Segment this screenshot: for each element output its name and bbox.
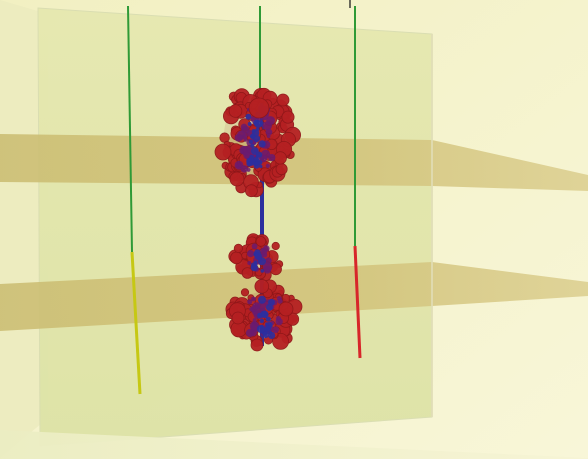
cluster-blob [251, 296, 256, 302]
cluster-blob [253, 260, 258, 265]
cluster-blob [272, 326, 280, 334]
cluster-blob [258, 257, 266, 266]
cluster-blob [259, 318, 264, 324]
cluster-blob [247, 157, 256, 166]
cluster-blob [241, 267, 254, 279]
cluster-blob [260, 269, 265, 273]
cluster-blob [250, 133, 256, 139]
cluster-blob [245, 113, 252, 120]
cluster-blob [240, 288, 250, 297]
cluster-blob [246, 167, 251, 172]
cluster-blob [254, 120, 263, 128]
cluster-blob [273, 151, 287, 165]
left-wire-green [127, 5, 133, 253]
cluster-blob [245, 328, 255, 338]
cluster-blob [250, 143, 255, 148]
cluster-blob [248, 139, 253, 144]
cluster-blob [265, 163, 270, 168]
cluster-blob [258, 295, 266, 304]
left-side-panel [0, 0, 48, 458]
cluster-blob [247, 250, 255, 258]
cluster-blob [247, 261, 252, 265]
cluster-blob [277, 298, 283, 304]
cluster-blob [243, 137, 248, 142]
cluster-blob [240, 165, 248, 173]
cluster-blob [231, 311, 245, 325]
upper-plane [0, 134, 588, 191]
cluster-blob [256, 151, 263, 158]
cluster-blob [260, 247, 266, 253]
cluster-blob [268, 331, 276, 339]
cluster-blob [254, 279, 270, 294]
cluster-blob [230, 251, 243, 265]
cluster-blob [250, 264, 258, 272]
cluster-blob [251, 243, 258, 250]
cluster-blob [275, 316, 281, 322]
cluster-blob [228, 104, 243, 118]
right-wire-red [353, 245, 362, 359]
cluster-blob [255, 236, 267, 247]
cluster-blob [214, 143, 232, 161]
cluster-blob [247, 122, 252, 126]
cluster-blob [236, 163, 242, 169]
lower-cluster [225, 279, 303, 352]
cluster-blob [240, 123, 248, 131]
cluster-blob [264, 325, 271, 332]
cluster-blob [251, 129, 256, 134]
cluster-blob [249, 154, 255, 160]
cluster-blob [268, 154, 276, 162]
cluster-blob [262, 262, 273, 272]
cluster-blob [248, 97, 270, 119]
cluster-blob [276, 93, 290, 107]
cluster-blob [261, 310, 269, 319]
cluster-blob [264, 257, 272, 265]
floor-strip [0, 430, 588, 459]
cluster-blob [259, 164, 263, 169]
cluster-blob [258, 140, 266, 148]
cluster-blob [255, 127, 260, 131]
cluster-blob [265, 316, 271, 322]
cluster-blob [275, 163, 288, 176]
cluster-blob [252, 318, 257, 323]
cluster-blob [237, 134, 244, 141]
cluster-blob [262, 331, 269, 338]
cluster-blob [271, 241, 280, 251]
cluster-blob [254, 161, 260, 166]
cluster-blob [233, 243, 243, 253]
cluster-blob [229, 171, 245, 187]
cluster-blob [265, 303, 273, 311]
cluster-blob [250, 338, 264, 352]
cluster-blob [265, 128, 273, 136]
cluster-blob [249, 307, 254, 312]
cluster-blob [278, 301, 294, 317]
upper-cluster [214, 87, 302, 198]
cluster-blob [281, 110, 295, 124]
left-wire-yellow [130, 251, 142, 395]
cluster-blob [256, 325, 265, 333]
cluster-blob [265, 322, 269, 326]
cluster-blob [252, 309, 258, 316]
main-panel [37, 7, 433, 447]
cluster-blob [247, 299, 253, 305]
middle-cluster [228, 233, 284, 282]
cluster-blob [262, 121, 272, 131]
cluster-blob [244, 184, 258, 198]
